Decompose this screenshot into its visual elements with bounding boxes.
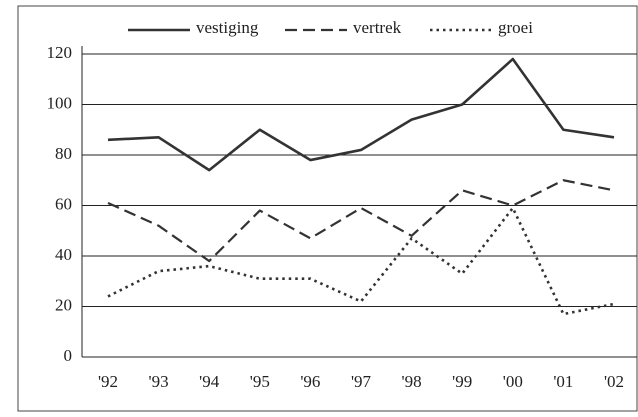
x-tick-label: '02: [604, 372, 624, 391]
legend-label: vertrek: [353, 18, 402, 37]
x-tick-label: '00: [503, 372, 523, 391]
series-line: [107, 206, 615, 316]
legend-label: vestiging: [196, 18, 259, 37]
y-tick-label: 80: [55, 144, 72, 163]
x-tick-label: '95: [250, 372, 270, 391]
series-line: [107, 57, 615, 172]
y-tick-label: 100: [47, 93, 73, 112]
x-tick-label: '01: [553, 372, 573, 391]
x-tick-label: '96: [300, 372, 320, 391]
x-tick-label: '99: [452, 372, 472, 391]
x-tick-label: '92: [98, 372, 118, 391]
series-line: [107, 179, 615, 263]
y-tick-label: 40: [55, 245, 72, 264]
y-tick-label: 120: [47, 43, 73, 62]
y-tick-label: 60: [55, 194, 72, 213]
y-tick-label: 20: [55, 295, 72, 314]
y-tick-label: 0: [64, 346, 73, 365]
x-tick-label: '93: [149, 372, 169, 391]
frame: [17, 5, 638, 412]
x-tick-label: '98: [402, 372, 422, 391]
x-tick-label: '94: [199, 372, 220, 391]
legend-label: groei: [498, 18, 533, 37]
x-tick-label: '97: [351, 372, 372, 391]
